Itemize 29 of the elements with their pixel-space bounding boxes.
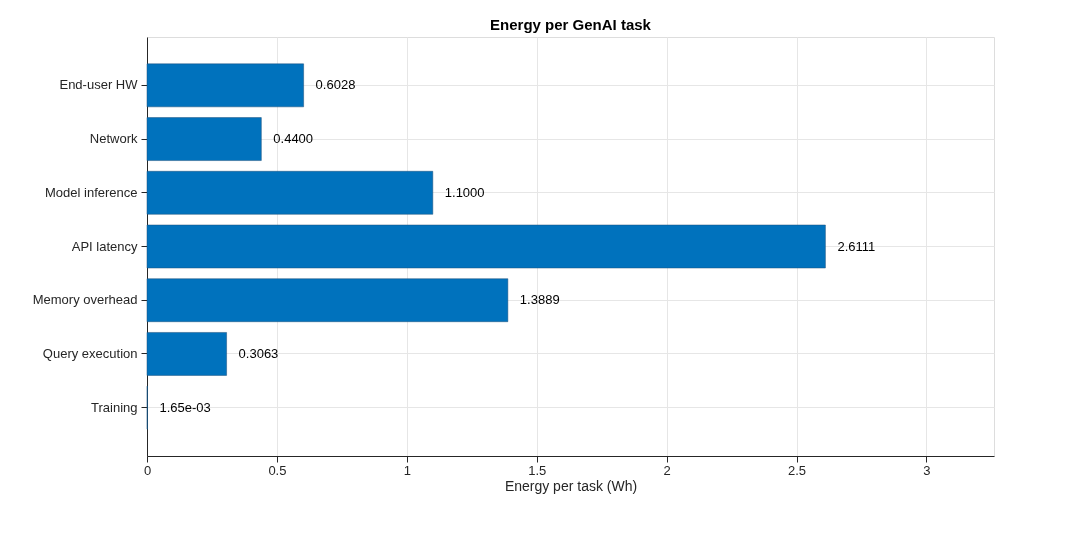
y-tick-label: API latency [71,238,138,254]
x-tick-label: 2 [663,462,671,478]
data-label: 0.4400 [273,131,314,147]
bar [146,63,304,108]
x-tick-label: 2.5 [788,462,807,478]
y-tick-label: Model inference [45,184,138,200]
x-tick-label: 1.5 [528,462,547,478]
bar [146,171,434,215]
x-tick-label: 0.5 [268,462,287,478]
bar [146,332,227,376]
y-tick-label: Memory overhead [32,292,138,308]
bar [146,224,826,269]
y-tick-label: Query execution [42,345,138,361]
data-label: 1.3889 [519,292,560,308]
x-axis-title: Energy per task (Wh) [504,477,638,494]
x-tick-label: 3 [923,462,931,478]
chart-title: Energy per GenAI task [490,16,652,33]
data-label: 0.3063 [238,345,279,361]
x-tick-label: 1 [403,462,411,478]
data-label: 1.65e-03 [159,399,211,415]
data-label: 2.6111 [837,238,876,254]
x-tick-label: 0 [143,462,152,478]
data-label: 1.1000 [444,184,485,200]
bar [146,278,509,322]
y-tick-label: Network [89,131,138,147]
y-tick-label: End-user HW [59,77,139,93]
bar [146,117,262,161]
data-label: 0.6028 [315,77,356,93]
y-tick-label: Training [91,399,138,415]
